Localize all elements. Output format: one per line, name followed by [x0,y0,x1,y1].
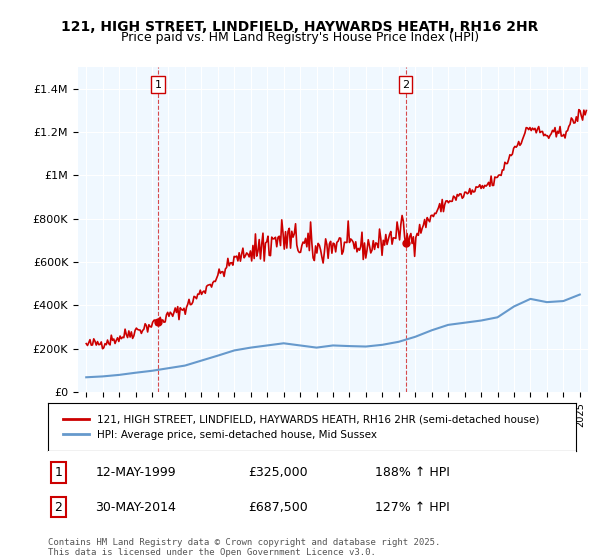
Text: 188% ↑ HPI: 188% ↑ HPI [376,466,450,479]
Text: 1: 1 [154,80,161,90]
Text: 12-MAY-1999: 12-MAY-1999 [95,466,176,479]
Text: 2: 2 [55,501,62,514]
Text: £325,000: £325,000 [248,466,308,479]
Text: 121, HIGH STREET, LINDFIELD, HAYWARDS HEATH, RH16 2HR: 121, HIGH STREET, LINDFIELD, HAYWARDS HE… [61,20,539,34]
Text: 30-MAY-2014: 30-MAY-2014 [95,501,176,514]
Text: 127% ↑ HPI: 127% ↑ HPI [376,501,450,514]
Text: £687,500: £687,500 [248,501,308,514]
Text: Price paid vs. HM Land Registry's House Price Index (HPI): Price paid vs. HM Land Registry's House … [121,31,479,44]
Text: Contains HM Land Registry data © Crown copyright and database right 2025.
This d: Contains HM Land Registry data © Crown c… [48,538,440,557]
Text: 2: 2 [402,80,409,90]
Text: 1: 1 [55,466,62,479]
Legend: 121, HIGH STREET, LINDFIELD, HAYWARDS HEATH, RH16 2HR (semi-detached house), HPI: 121, HIGH STREET, LINDFIELD, HAYWARDS HE… [58,410,544,444]
